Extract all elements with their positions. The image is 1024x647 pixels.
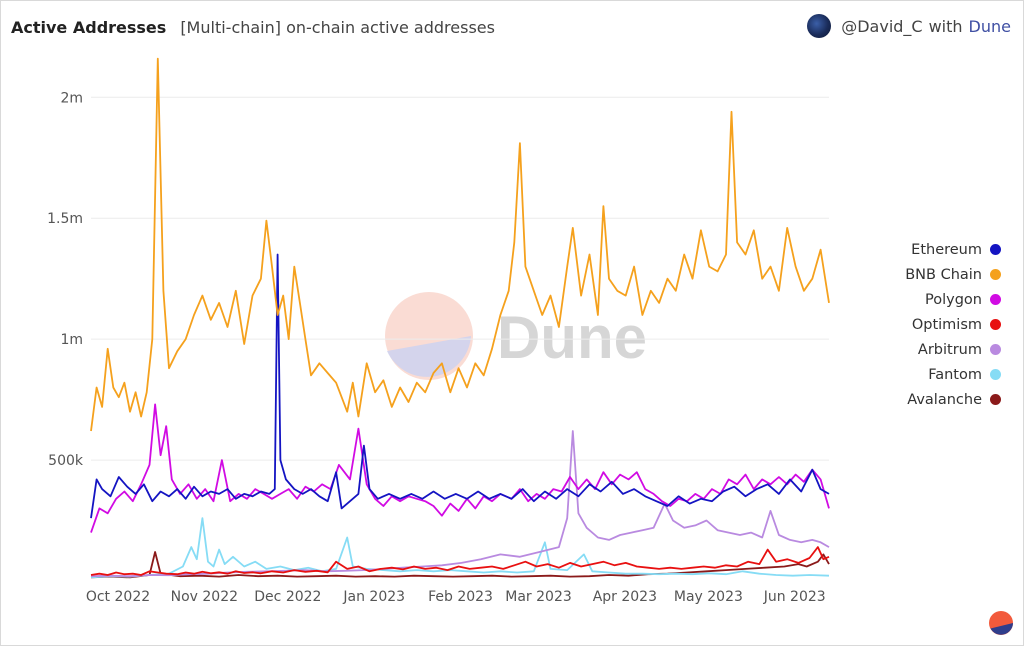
series-line-ethereum xyxy=(90,253,830,519)
credit-separator: with xyxy=(928,16,963,36)
y-tick-label: 1m xyxy=(60,332,83,348)
legend-item-avalanche[interactable]: Avalanche xyxy=(905,387,1001,412)
x-tick-label: Jan 2023 xyxy=(342,589,405,605)
credit-author[interactable]: @David_C xyxy=(841,16,923,36)
legend-label: Fantom xyxy=(928,366,982,383)
x-tick-label: Feb 2023 xyxy=(428,589,493,605)
legend-swatch xyxy=(990,269,1001,280)
x-tick-label: Jun 2023 xyxy=(763,589,826,605)
legend-swatch xyxy=(990,319,1001,330)
legend-swatch xyxy=(990,294,1001,305)
legend-item-arbitrum[interactable]: Arbitrum xyxy=(905,337,1001,362)
series-line-polygon xyxy=(90,403,830,533)
y-tick-label: 1.5m xyxy=(47,211,83,227)
series-line-bnb-chain xyxy=(90,57,830,432)
legend-label: Optimism xyxy=(911,316,982,333)
legend-label: Avalanche xyxy=(907,391,982,408)
chart-header: Active Addresses [Multi-chain] on-chain … xyxy=(11,15,495,39)
legend-item-polygon[interactable]: Polygon xyxy=(905,287,1001,312)
legend-item-ethereum[interactable]: Ethereum xyxy=(905,237,1001,262)
chart-title: Active Addresses xyxy=(11,17,167,37)
x-tick-label: Apr 2023 xyxy=(593,589,657,605)
credit[interactable]: @David_C with Dune xyxy=(807,13,1011,39)
credit-brand-link[interactable]: Dune xyxy=(968,16,1011,36)
legend-item-bnb-chain[interactable]: BNB Chain xyxy=(905,262,1001,287)
legend-swatch xyxy=(990,394,1001,405)
legend-swatch xyxy=(990,369,1001,380)
series-lines xyxy=(90,57,830,579)
avatar[interactable] xyxy=(807,14,832,38)
series-line-optimism xyxy=(90,546,830,576)
y-tick-label: 2m xyxy=(60,90,83,106)
series-line-avalanche xyxy=(90,551,830,579)
series-line-arbitrum xyxy=(90,430,830,578)
legend-swatch xyxy=(990,244,1001,255)
x-tick-label: Nov 2022 xyxy=(171,589,238,605)
legend-label: Arbitrum xyxy=(917,341,982,358)
series-line-fantom xyxy=(90,517,830,579)
x-tick-label: May 2023 xyxy=(674,589,743,605)
watermark: Dune xyxy=(385,292,647,380)
dune-logo-icon xyxy=(989,611,1013,635)
chart-subtitle: [Multi-chain] on-chain active addresses xyxy=(180,17,495,37)
x-tick-label: Oct 2022 xyxy=(86,589,150,605)
watermark-text: Dune xyxy=(497,304,647,371)
legend-swatch xyxy=(990,344,1001,355)
x-axis: Oct 2022 Nov 2022 Dec 2022 Jan 2023 Feb 2023… xyxy=(86,589,826,605)
x-tick-label: Mar 2023 xyxy=(505,589,572,605)
watermark-circle-half xyxy=(387,336,471,377)
legend-item-fantom[interactable]: Fantom xyxy=(905,362,1001,387)
y-axis: 500k 1m 1.5m 2m xyxy=(47,90,84,469)
y-tick-label: 500k xyxy=(48,453,84,469)
x-tick-label: Dec 2022 xyxy=(254,589,321,605)
legend-label: Polygon xyxy=(925,291,982,308)
legend-label: Ethereum xyxy=(911,241,982,258)
legend-item-optimism[interactable]: Optimism xyxy=(905,312,1001,337)
grid xyxy=(91,96,829,461)
legend-label: BNB Chain xyxy=(905,266,982,283)
legend: Ethereum BNB Chain Polygon Optimism Arbitrum… xyxy=(905,237,1001,412)
